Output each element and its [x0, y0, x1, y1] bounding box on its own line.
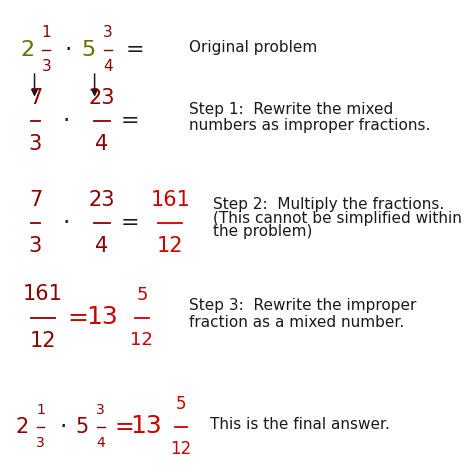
Text: (This cannot be simplified within: (This cannot be simplified within	[213, 210, 462, 226]
Text: 161: 161	[23, 284, 62, 304]
Text: Step 2:  Multiply the fractions.: Step 2: Multiply the fractions.	[213, 197, 444, 212]
Text: 4: 4	[103, 59, 113, 74]
Text: ·: ·	[65, 38, 72, 62]
Text: 3: 3	[96, 403, 105, 417]
Text: Step 3:  Rewrite the improper: Step 3: Rewrite the improper	[189, 298, 417, 313]
Text: 7: 7	[29, 88, 42, 108]
Text: 12: 12	[157, 236, 184, 256]
Text: ·: ·	[62, 109, 70, 133]
Text: 7: 7	[29, 190, 42, 210]
Text: 3: 3	[103, 25, 113, 40]
Text: 4: 4	[95, 134, 108, 154]
Text: 4: 4	[96, 436, 105, 450]
Text: 161: 161	[150, 190, 190, 210]
Text: 5: 5	[136, 286, 148, 304]
Text: ·: ·	[59, 415, 67, 438]
Text: 12: 12	[171, 440, 192, 458]
Text: 5: 5	[75, 417, 88, 437]
Text: 5: 5	[82, 40, 96, 60]
Text: fraction as a mixed number.: fraction as a mixed number.	[189, 315, 404, 330]
Text: 3: 3	[29, 236, 42, 256]
Text: =: =	[125, 40, 144, 60]
Text: ·: ·	[62, 211, 70, 235]
Text: 12: 12	[29, 331, 56, 351]
Text: 3: 3	[29, 134, 42, 154]
Text: Original problem: Original problem	[189, 40, 317, 55]
Text: the problem): the problem)	[213, 224, 312, 239]
Text: =: =	[68, 306, 88, 329]
Text: 5: 5	[176, 395, 186, 413]
Text: =: =	[121, 213, 140, 233]
Text: 3: 3	[42, 59, 51, 74]
Text: 2: 2	[15, 417, 28, 437]
Text: =: =	[114, 415, 134, 438]
Text: numbers as improper fractions.: numbers as improper fractions.	[189, 118, 430, 133]
Text: 1: 1	[42, 25, 51, 40]
Text: 2: 2	[20, 40, 35, 60]
Text: 4: 4	[95, 236, 108, 256]
Text: 12: 12	[131, 331, 153, 349]
Text: =: =	[121, 111, 140, 131]
Text: 3: 3	[36, 436, 45, 450]
Text: 13: 13	[130, 414, 162, 438]
Text: 23: 23	[88, 88, 115, 108]
Text: 23: 23	[88, 190, 115, 210]
Text: This is the final answer.: This is the final answer.	[210, 417, 390, 432]
Text: Step 1:  Rewrite the mixed: Step 1: Rewrite the mixed	[189, 101, 394, 117]
Text: 1: 1	[36, 403, 45, 417]
Text: 13: 13	[86, 305, 118, 328]
